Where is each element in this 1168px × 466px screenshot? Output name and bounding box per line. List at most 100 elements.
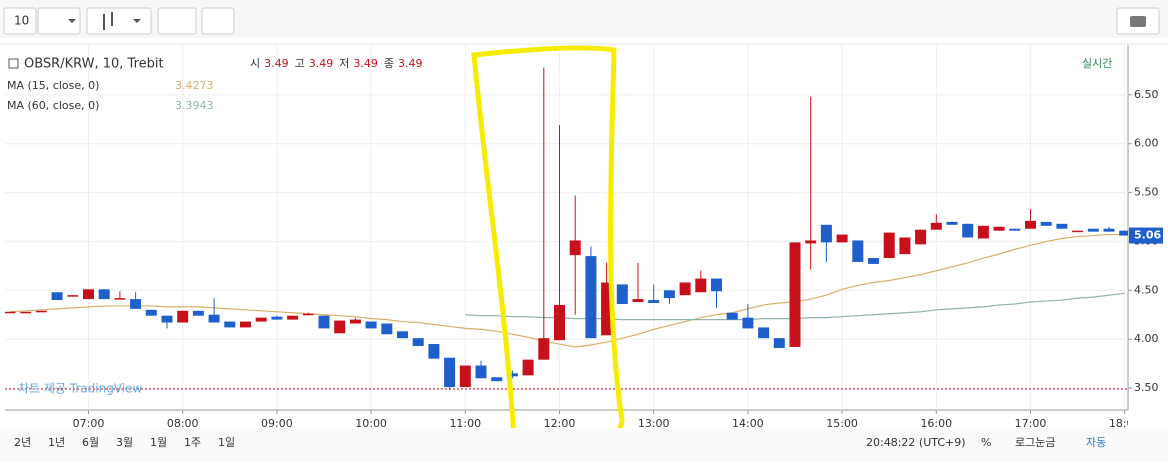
candle-body bbox=[773, 338, 785, 348]
candle-body bbox=[1087, 228, 1099, 232]
range-button[interactable]: 3월 bbox=[116, 436, 133, 449]
candle-body bbox=[1103, 228, 1115, 232]
candle-body bbox=[758, 327, 770, 339]
candle-body bbox=[255, 317, 267, 322]
candle-body bbox=[5, 311, 16, 314]
y-tick-label: 4.50 bbox=[1134, 283, 1159, 296]
y-tick-label: 3.50 bbox=[1134, 381, 1159, 394]
legend: OBSR/KRW, 10, Trebit 시 3.49 고 3.49 저 3.49 종 3.4… bbox=[7, 57, 1112, 113]
indicators-button[interactable] bbox=[157, 7, 197, 35]
ohlc-value: 3.49 bbox=[264, 57, 289, 70]
range-button[interactable]: 6월 bbox=[82, 436, 99, 449]
candle-body bbox=[287, 315, 299, 320]
toolbar-buttons: 10 bbox=[3, 7, 1160, 35]
candle-body bbox=[915, 229, 927, 245]
caret bbox=[68, 19, 76, 23]
candle-icon bbox=[103, 12, 113, 30]
chart-title: OBSR/KRW, 10, Trebit bbox=[24, 57, 164, 72]
candle-body bbox=[397, 331, 408, 339]
range-button[interactable]: 2년 bbox=[14, 436, 31, 449]
ohlc-value: 3.49 bbox=[353, 57, 378, 70]
axes: 3.504.004.505.005.506.006.5007:0008:0009… bbox=[73, 88, 1163, 430]
auto-toggle[interactable]: 자동 bbox=[1086, 436, 1106, 449]
candle-body bbox=[506, 373, 518, 377]
range-button[interactable]: 1년 bbox=[48, 436, 65, 449]
highlight-annotation bbox=[471, 45, 625, 453]
candle-body bbox=[805, 240, 817, 244]
candle-body bbox=[946, 221, 958, 225]
collapse-box[interactable] bbox=[8, 58, 19, 69]
y-tick-label: 6.00 bbox=[1134, 137, 1159, 150]
candle-body bbox=[977, 225, 989, 239]
interval-text: 10 bbox=[14, 14, 29, 28]
percent-toggle[interactable]: % bbox=[981, 436, 991, 449]
candle-body bbox=[130, 299, 142, 309]
candle-body bbox=[522, 359, 534, 376]
candle-body bbox=[711, 278, 722, 292]
interval-button[interactable] bbox=[3, 7, 37, 35]
fullscreen-button[interactable] bbox=[201, 7, 235, 35]
ohlc-value: 3.49 bbox=[309, 57, 334, 70]
x-tick-label: 10:00 bbox=[355, 417, 387, 430]
candle-body bbox=[83, 289, 94, 300]
candle-body bbox=[224, 321, 236, 328]
moving-average bbox=[9, 233, 1125, 348]
range-button[interactable]: 1일 bbox=[218, 435, 235, 449]
x-tick-label: 08:00 bbox=[167, 417, 199, 430]
candle-body bbox=[726, 312, 738, 320]
candle-body bbox=[679, 282, 691, 296]
candle-body bbox=[1040, 221, 1052, 226]
candle-body bbox=[883, 232, 895, 259]
chart-style-button[interactable] bbox=[86, 7, 152, 35]
candle-body bbox=[695, 278, 707, 293]
candle-body bbox=[365, 321, 377, 329]
candle-body bbox=[459, 365, 471, 388]
ohlc-label: 종 bbox=[384, 57, 394, 70]
candle-body bbox=[444, 357, 456, 388]
candle-body bbox=[538, 338, 550, 360]
candle-body bbox=[161, 315, 173, 323]
x-tick-label: 17:00 bbox=[1015, 417, 1047, 430]
status: 실시간 bbox=[1082, 57, 1112, 70]
candle-body bbox=[569, 240, 581, 256]
log-toggle[interactable]: 로그눈금 bbox=[1015, 436, 1055, 449]
ma-name: MA (15, close, 0) bbox=[7, 79, 99, 92]
camera-icon bbox=[1130, 16, 1146, 27]
range-button[interactable]: 1월 bbox=[150, 436, 167, 449]
candle-body bbox=[51, 292, 63, 301]
candle-body bbox=[1119, 230, 1128, 236]
candle-body bbox=[318, 315, 330, 329]
x-tick-label: 13:00 bbox=[638, 417, 670, 430]
x-tick-label: 16:00 bbox=[920, 417, 952, 430]
candle-body bbox=[962, 223, 974, 238]
candle-body bbox=[789, 242, 801, 347]
clock: 20:48:22 (UTC+9) bbox=[866, 436, 966, 449]
candle-body bbox=[742, 317, 754, 329]
ma-name: MA (60, close, 0) bbox=[7, 99, 99, 112]
candle-body bbox=[240, 321, 251, 328]
x-tick-label: 11:00 bbox=[449, 417, 481, 430]
x-tick-label: 15:00 bbox=[826, 417, 858, 430]
ohlc-label: 고 bbox=[295, 57, 305, 70]
candle-body bbox=[554, 304, 565, 341]
range-button[interactable]: 1주 bbox=[184, 436, 201, 449]
interval-menu[interactable] bbox=[37, 7, 81, 35]
grid bbox=[5, 45, 1128, 410]
candle-body bbox=[349, 319, 361, 324]
candle-body bbox=[899, 237, 911, 255]
candle-body bbox=[475, 365, 487, 379]
candle-body bbox=[1009, 228, 1021, 231]
y-tick-label: 4.00 bbox=[1134, 332, 1159, 345]
last-price-label: 5.06 bbox=[1134, 229, 1161, 242]
candle-body bbox=[67, 295, 79, 297]
x-tick-label: 12:00 bbox=[544, 417, 576, 430]
candle-body bbox=[852, 240, 864, 262]
candle-body bbox=[868, 258, 879, 264]
y-tick-label: 6.50 bbox=[1134, 88, 1159, 101]
ohlc-label: 저 bbox=[339, 57, 349, 70]
candle-body bbox=[930, 222, 942, 230]
caret bbox=[133, 19, 141, 23]
candle-body bbox=[192, 310, 204, 316]
